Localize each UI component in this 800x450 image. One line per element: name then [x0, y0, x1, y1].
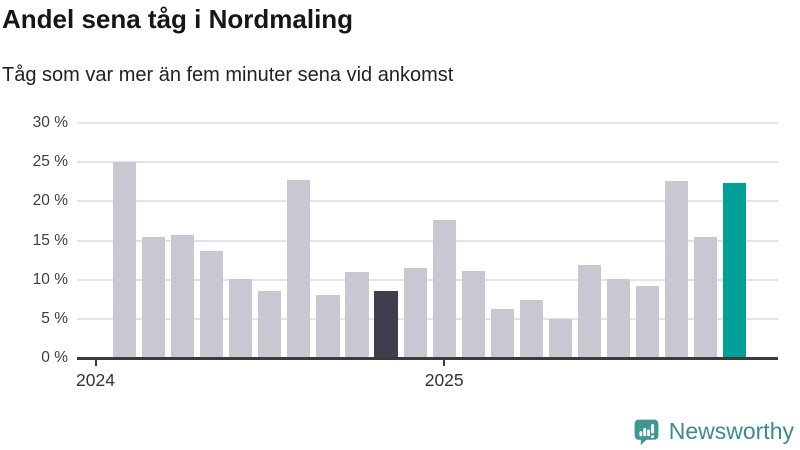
y-tick-label: 20 % — [32, 192, 68, 210]
bar — [490, 309, 514, 358]
gridline — [77, 122, 778, 124]
bar — [403, 267, 427, 358]
y-tick-label: 15 % — [32, 231, 68, 249]
bar — [113, 162, 137, 358]
bar — [577, 264, 601, 358]
bar — [142, 237, 166, 358]
brand-name: Newsworthy — [668, 418, 794, 444]
newsworthy-logo: Newsworthy — [632, 417, 794, 446]
y-tick-label: 25 % — [32, 153, 68, 171]
bar — [519, 300, 543, 358]
y-tick-label: 0 % — [41, 349, 68, 366]
bar — [635, 285, 660, 358]
y-tick-label: 10 % — [32, 270, 68, 288]
bar-highlight-dark — [374, 290, 398, 358]
y-tick-label: 5 % — [41, 309, 68, 327]
gridline — [77, 200, 778, 203]
x-axis-line — [77, 357, 778, 360]
bar-highlight-accent — [723, 182, 747, 358]
bar — [345, 271, 369, 358]
y-tick-label: 30 % — [32, 114, 68, 131]
x-axis-tick — [443, 359, 446, 366]
bar — [287, 180, 311, 358]
gridline — [77, 317, 778, 320]
bar — [229, 278, 253, 358]
x-tick-label: 2024 — [76, 370, 115, 390]
newsworthy-speech-bubble-chart-icon — [634, 419, 659, 446]
bar — [606, 278, 631, 358]
chart-subtitle: Tåg som var mer än fem minuter sena vid … — [2, 64, 454, 86]
bar — [258, 291, 282, 358]
chart-title: Andel sena tåg i Nordmaling — [2, 4, 354, 34]
x-tick-label: 2025 — [424, 370, 464, 390]
gridline — [77, 239, 778, 242]
bar — [200, 250, 224, 358]
bar — [694, 236, 718, 358]
gridline — [77, 278, 778, 281]
x-axis-tick — [94, 359, 97, 366]
bar — [171, 235, 195, 358]
bar — [432, 220, 456, 358]
bar — [316, 295, 340, 358]
gridline — [77, 161, 778, 164]
bar — [461, 271, 485, 358]
bar — [665, 181, 689, 358]
bar — [548, 318, 572, 358]
